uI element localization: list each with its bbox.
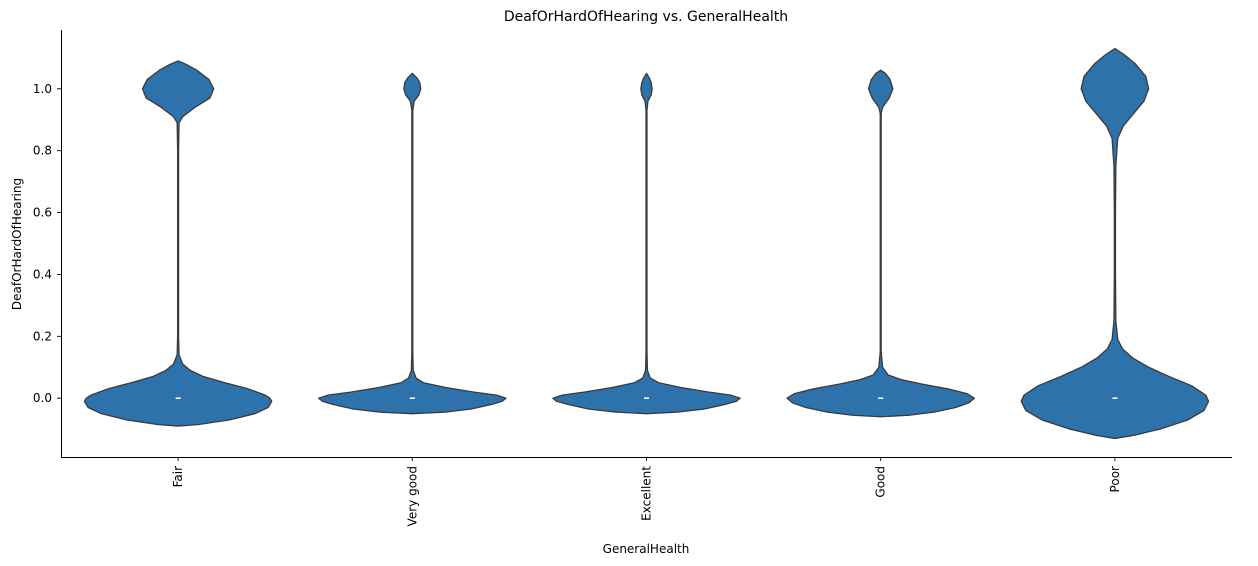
y-tick-label: 0.6 (33, 206, 52, 220)
x-tick-label: Excellent (640, 466, 654, 521)
y-tick-label: 0.0 (33, 391, 52, 405)
y-axis-label: DeafOrHardOfHearing (10, 178, 24, 310)
violin-group (83, 47, 1210, 440)
y-tick-label: 0.8 (33, 144, 52, 158)
y-axis-ticks: 0.0 0.2 0.4 0.6 0.8 1.0 (33, 82, 61, 405)
x-tick-label: Fair (171, 466, 185, 487)
x-axis-ticks: Fair Very good Excellent Good Poor (171, 457, 1122, 526)
y-tick-label: 1.0 (33, 82, 52, 96)
x-tick-label: Good (874, 466, 888, 498)
violin-good (786, 69, 976, 418)
violin-very-good (317, 72, 507, 415)
x-axis-label: GeneralHealth (603, 542, 690, 556)
y-tick-label: 0.4 (33, 267, 52, 281)
chart-title: DeafOrHardOfHearing vs. GeneralHealth (504, 9, 788, 25)
violin-fair (83, 60, 273, 427)
violin-poor (1020, 47, 1210, 440)
x-tick-label: Very good (405, 466, 419, 526)
violin-excellent (552, 72, 741, 415)
x-tick-label: Poor (1108, 466, 1122, 492)
y-tick-label: 0.2 (33, 329, 52, 343)
